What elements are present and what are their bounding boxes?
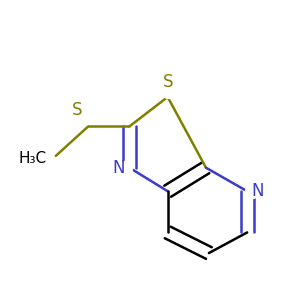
Text: H₃C: H₃C: [19, 151, 47, 166]
Text: N: N: [112, 159, 125, 177]
Text: S: S: [162, 73, 173, 91]
Text: S: S: [72, 101, 82, 119]
Text: N: N: [252, 182, 264, 200]
